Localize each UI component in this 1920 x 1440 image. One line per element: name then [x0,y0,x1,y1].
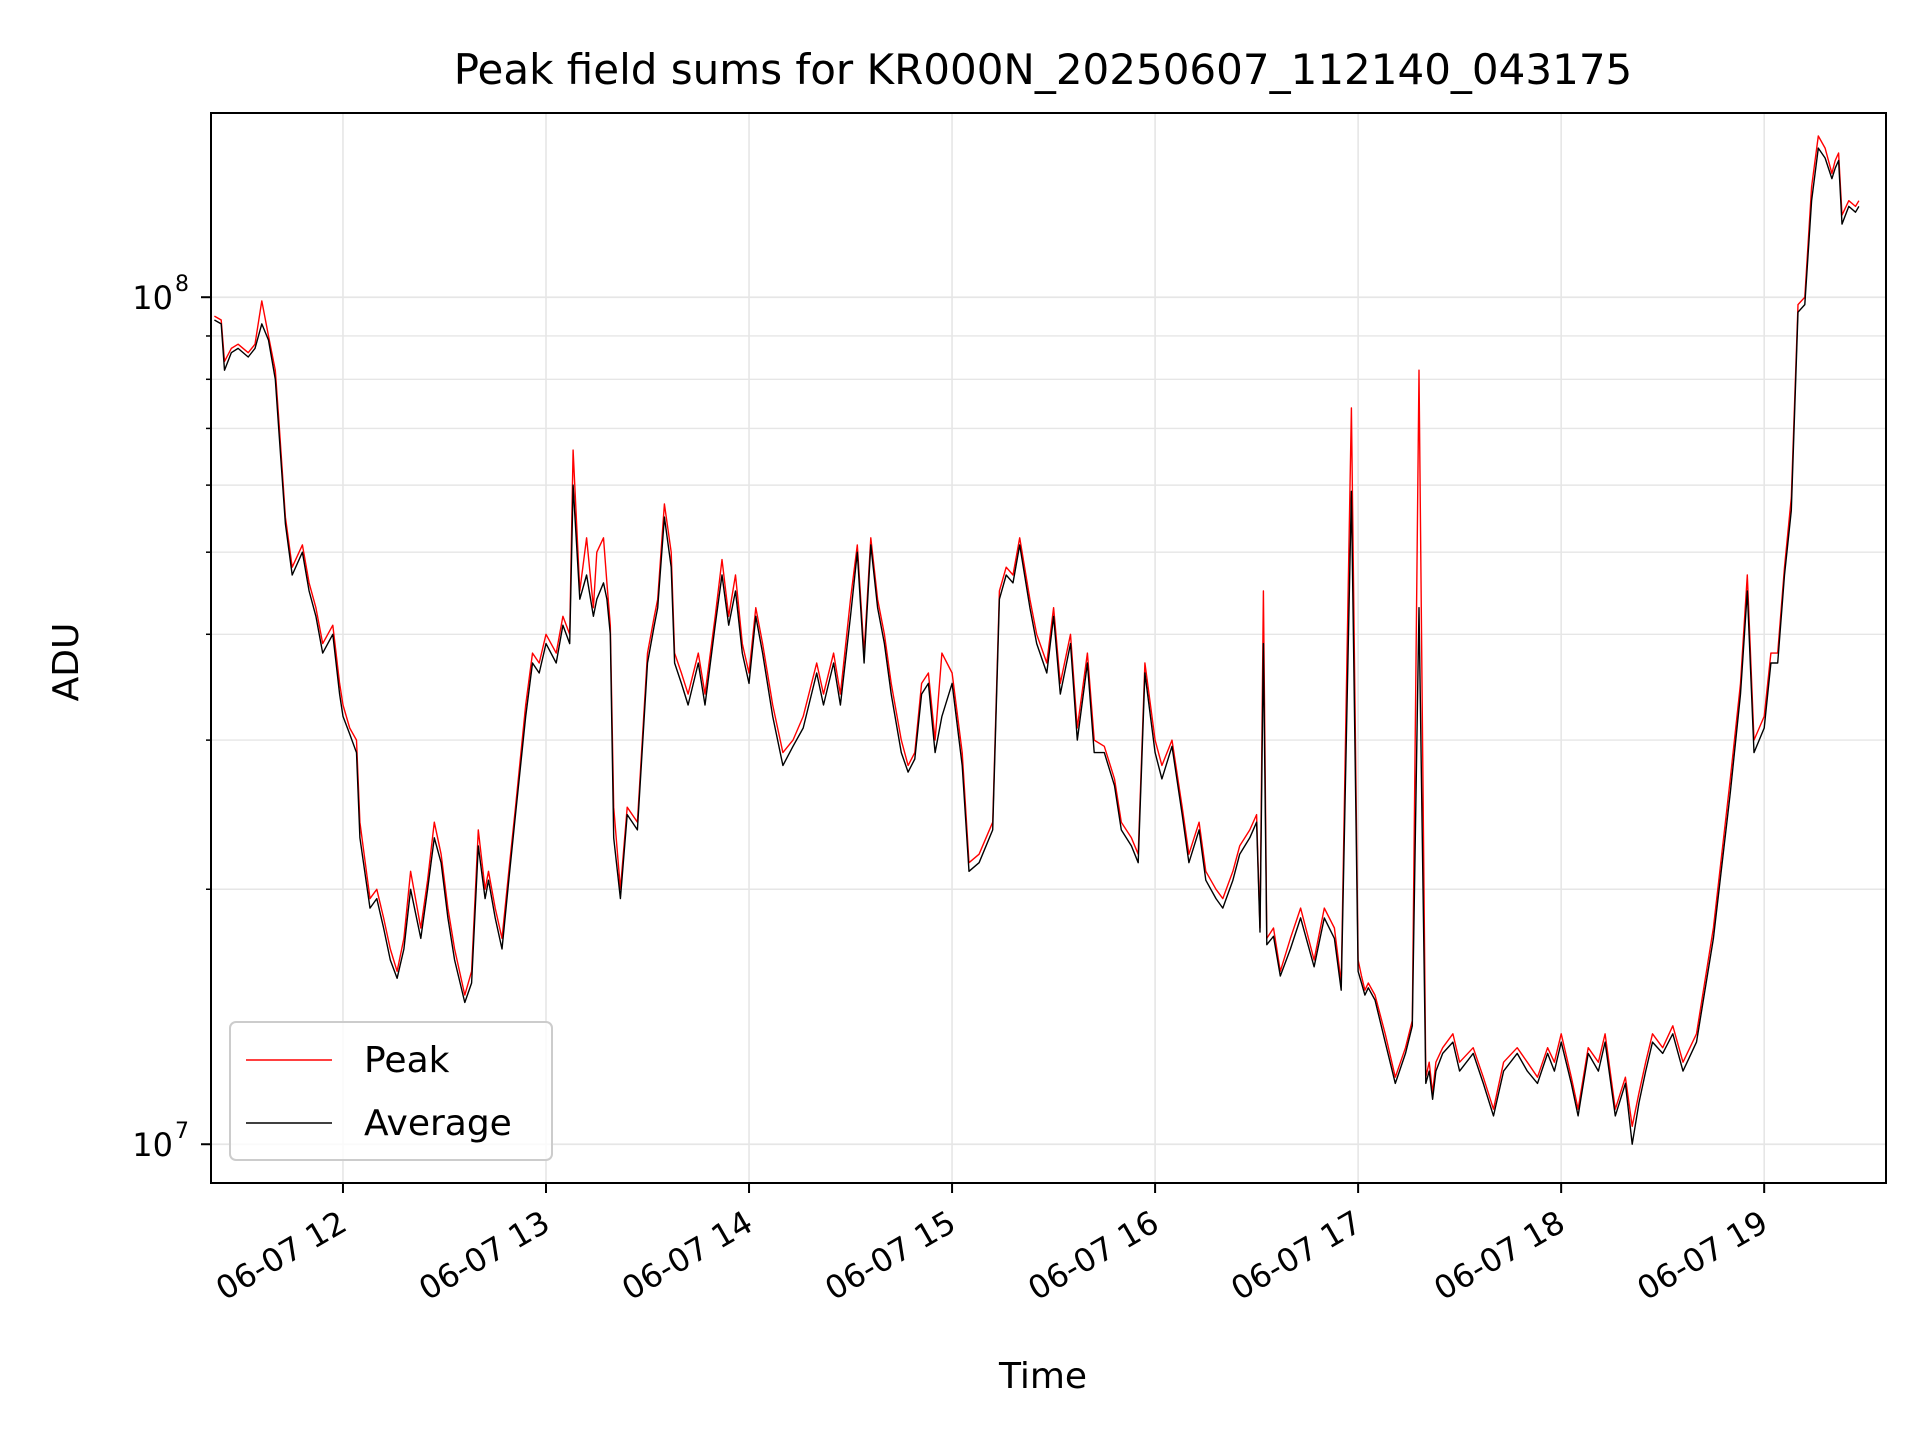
legend: Peak Average [229,1021,553,1161]
y-axis-label: ADU [46,623,87,702]
x-axis-label: Time [998,1356,1087,1397]
chart-title: Peak field sums for KR000N_20250607_1121… [454,45,1633,94]
series-lines [214,135,1860,1145]
y-tick-label-base: 10 [132,1126,173,1164]
y-tick-label-base: 10 [132,279,173,317]
legend-average-label: Average [364,1103,512,1144]
axes-frame [210,112,1887,1184]
y-tick-label: 10 8 [132,272,189,317]
grid [211,113,1886,1183]
y-tick-label-exponent: 8 [175,272,189,297]
series-line-average [214,147,1860,1145]
legend-peak-label: Peak [364,1040,450,1081]
y-tick-label: 10 7 [132,1119,189,1164]
y-tick-label-exponent: 7 [175,1119,189,1144]
legend-box [229,1021,553,1161]
